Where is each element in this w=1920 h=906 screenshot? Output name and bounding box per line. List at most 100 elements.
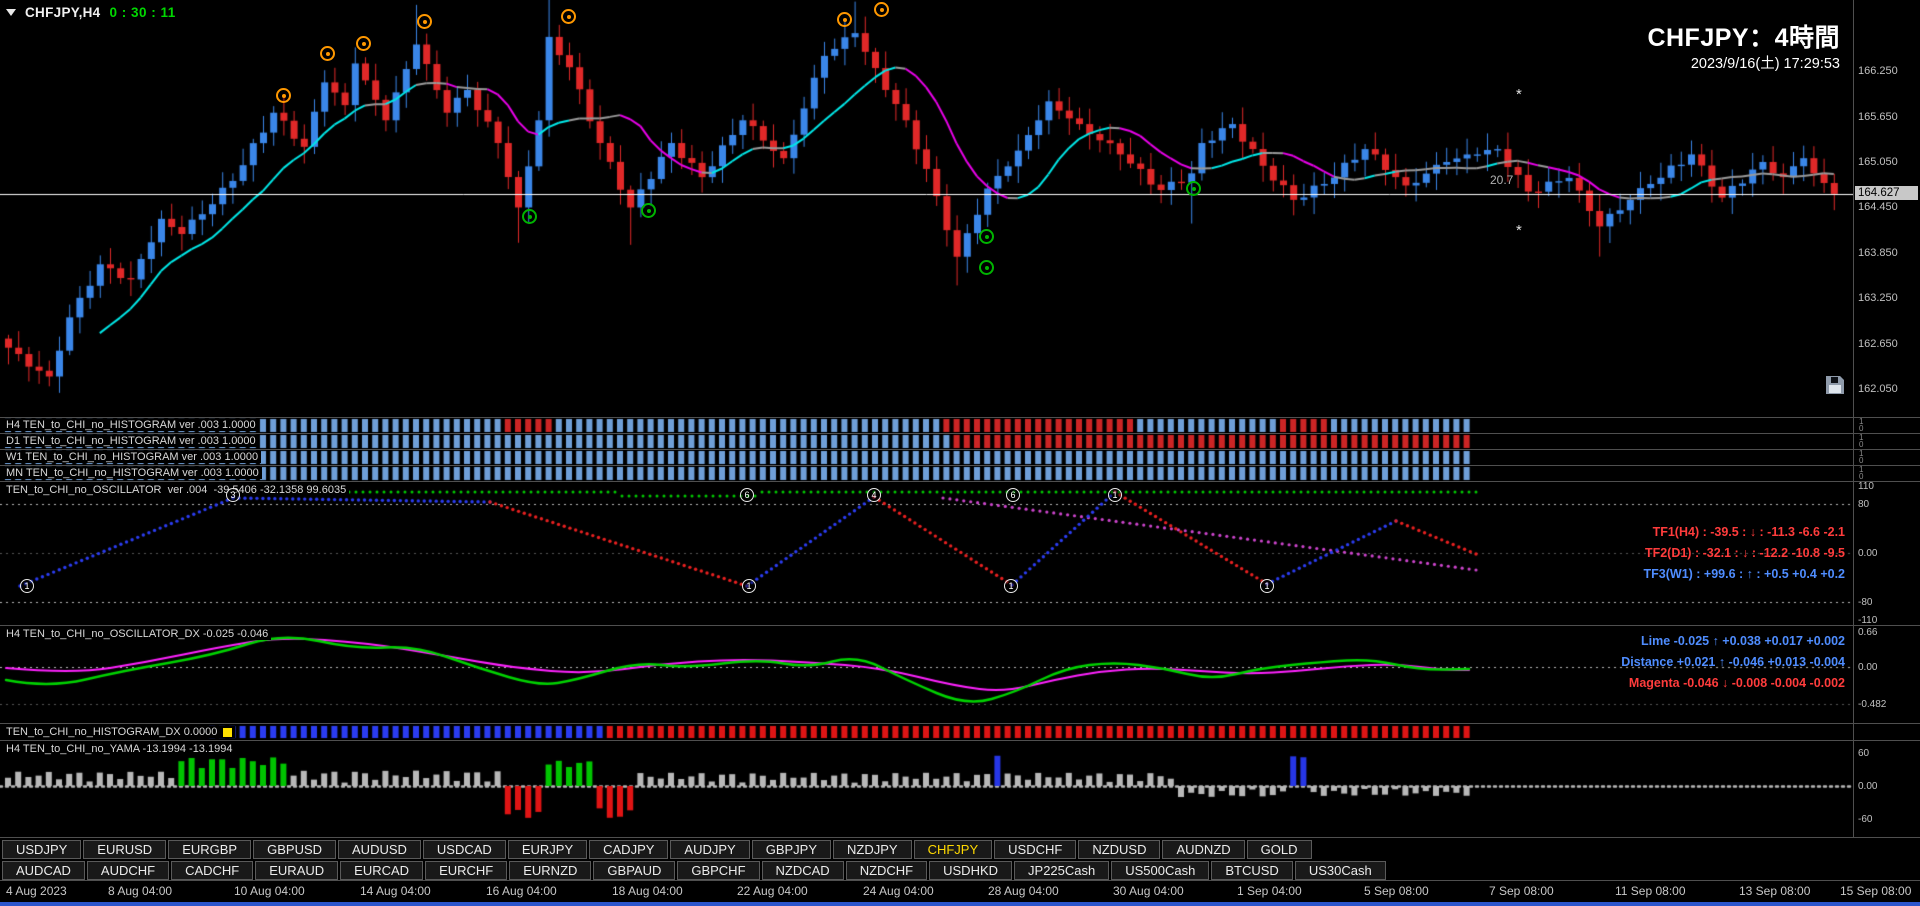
symbol-tab-eurgbp[interactable]: EURGBP <box>168 839 252 859</box>
time-axis-label: 18 Aug 04:00 <box>612 884 683 898</box>
tf-status-line: TF1(H4) : -39.5 : ↓ : -11.3 -6.6 -2.1 <box>1652 525 1845 539</box>
time-axis-label: 10 Aug 04:00 <box>234 884 305 898</box>
symbol-tab-usdcad[interactable]: USDCAD <box>422 839 506 859</box>
pivot-count-badge-top: 6 <box>1006 488 1020 502</box>
indicator-title-yama: H4 TEN_to_CHI_no_YAMA -13.1994 -13.1994 <box>3 743 236 755</box>
symbol-tab-gbpusd[interactable]: GBPUSD <box>253 839 337 859</box>
time-axis-label: 1 Sep 04:00 <box>1237 884 1302 898</box>
symbol-tab-gold[interactable]: GOLD <box>1246 839 1312 859</box>
price-axis-label: 163.850 <box>1858 246 1898 259</box>
symbol-tab-eurusd[interactable]: EURUSD <box>83 839 167 859</box>
pane-separator <box>0 723 1920 724</box>
histogram-scale-top: 1 <box>1859 417 1864 426</box>
price-axis-label: 163.250 <box>1858 292 1898 305</box>
pane-separator <box>0 449 1920 450</box>
chart-area-canvas[interactable] <box>0 0 1853 840</box>
pane-separator <box>0 481 1920 482</box>
symbol-tab-chfjpy[interactable]: CHFJPY <box>913 839 993 859</box>
symbol-tab-nzdjpy[interactable]: NZDJPY <box>833 839 912 859</box>
pivot-count-badge-top: 4 <box>867 488 881 502</box>
pivot-count-badge-bottom: 1 <box>20 579 34 593</box>
buy-signal-dot <box>984 234 989 239</box>
symbol-tab-us500cash[interactable]: US500Cash <box>1111 860 1210 880</box>
time-axis-label: 16 Aug 04:00 <box>486 884 557 898</box>
tf-status-line: TF3(W1) : +99.6 : ↑ : +0.5 +0.4 +0.2 <box>1643 567 1845 581</box>
symbol-tab-audjpy[interactable]: AUDJPY <box>670 839 750 859</box>
sell-signal-marker <box>356 36 371 51</box>
sell-signal-dot <box>281 93 286 98</box>
oscillator-scale-label: -80 <box>1858 597 1873 608</box>
symbol-tab-gbpaud[interactable]: GBPAUD <box>593 860 676 880</box>
symbol-tab-audchf[interactable]: AUDCHF <box>86 860 170 880</box>
buy-signal-dot <box>1191 186 1196 191</box>
symbol-tab-cadjpy[interactable]: CADJPY <box>589 839 669 859</box>
symbol-tab-gbpchf[interactable]: GBPCHF <box>677 860 760 880</box>
symbol-tab-usdjpy[interactable]: USDJPY <box>2 839 82 859</box>
time-axis-label: 8 Aug 04:00 <box>108 884 173 898</box>
sell-signal-marker <box>320 46 335 61</box>
symbol-tab-us30cash[interactable]: US30Cash <box>1294 860 1386 880</box>
symbol-tab-nzdcad[interactable]: NZDCAD <box>761 860 844 880</box>
symbol-tab-usdhkd[interactable]: USDHKD <box>929 860 1013 880</box>
symbol-tab-nzdchf[interactable]: NZDCHF <box>845 860 928 880</box>
price-line-note: 20.7 <box>1490 173 1514 187</box>
oscillator-scale-label: 110 <box>1858 481 1874 492</box>
symbol-tab-row-1[interactable]: USDJPY EURUSD EURGBP GBPUSD AUDUSD USDCAD EURJ… <box>0 839 1920 859</box>
price-axis-label: 162.650 <box>1858 337 1898 350</box>
yama-scale-label: 0.00 <box>1858 781 1878 792</box>
pane-separator <box>0 880 1920 881</box>
save-template-icon[interactable] <box>1826 376 1844 394</box>
symbol-tab-audcad[interactable]: AUDCAD <box>2 860 85 880</box>
symbol-tab-euraud[interactable]: EURAUD <box>255 860 339 880</box>
indicator-title-oscillator: TEN_to_CHI_no_OSCILLATOR ver .004 -39.54… <box>3 484 350 496</box>
floppy-shutter <box>1831 377 1838 383</box>
buy-signal-marker <box>979 229 994 244</box>
symbol-tab-eurchf[interactable]: EURCHF <box>425 860 508 880</box>
dx-status-line: Lime -0.025 ↑ +0.038 +0.017 +0.002 <box>1641 634 1845 648</box>
symbol-tab-eurcad[interactable]: EURCAD <box>340 860 424 880</box>
price-axis-label: 162.050 <box>1858 383 1898 396</box>
time-axis-label: 30 Aug 04:00 <box>1113 884 1184 898</box>
alert-asterisk-marker: * <box>1516 222 1522 239</box>
symbol-tab-usdchf[interactable]: USDCHF <box>994 839 1077 859</box>
symbol-tab-gbpjpy[interactable]: GBPJPY <box>751 839 832 859</box>
yellow-highlight-marker <box>223 727 233 737</box>
oscillator-dx-scale-label: -0.482 <box>1858 699 1887 710</box>
chevron-down-icon[interactable] <box>6 9 16 16</box>
candle-countdown-timer: 0 : 30 : 11 <box>109 5 176 20</box>
buy-signal-marker <box>641 203 656 218</box>
symbol-tab-eurjpy[interactable]: EURJPY <box>507 839 588 859</box>
price-axis-label: 165.650 <box>1858 110 1898 123</box>
oscillator-dx-scale-label: 0.00 <box>1858 662 1878 673</box>
symbol-tab-cadchf[interactable]: CADCHF <box>171 860 254 880</box>
time-axis-label: 28 Aug 04:00 <box>988 884 1059 898</box>
symbol-tab-btcusd[interactable]: BTCUSD <box>1211 860 1293 880</box>
buy-signal-marker <box>522 209 537 224</box>
indicator-title-histogram-dx: TEN_to_CHI_no_HISTOGRAM_DX 0.0000 <box>3 726 236 738</box>
pane-separator <box>0 417 1920 418</box>
histogram-scale-bottom: 0 <box>1859 440 1864 449</box>
symbol-tab-nzdusd[interactable]: NZDUSD <box>1078 839 1161 859</box>
time-axis-label: 7 Sep 08:00 <box>1489 884 1554 898</box>
pivot-count-badge-top: 6 <box>740 488 754 502</box>
symbol-tab-jp225cash[interactable]: JP225Cash <box>1014 860 1110 880</box>
time-axis-label: 5 Sep 08:00 <box>1364 884 1429 898</box>
symbol-tab-eurnzd[interactable]: EURNZD <box>509 860 592 880</box>
yama-scale-label: 60 <box>1858 748 1870 759</box>
dx-status-line: Magenta -0.046 ↓ -0.008 -0.004 -0.002 <box>1628 676 1845 690</box>
histogram-scale-top: 1 <box>1859 465 1864 474</box>
symbol-period-label: CHFJPY,H4 <box>25 5 101 20</box>
price-axis-label: 164.450 <box>1858 201 1898 214</box>
sell-signal-dot <box>842 17 847 22</box>
sell-signal-dot <box>879 7 884 12</box>
symbol-tab-audnzd[interactable]: AUDNZD <box>1162 839 1245 859</box>
buy-signal-dot <box>527 214 532 219</box>
yama-scale-label: -60 <box>1858 814 1873 825</box>
pane-separator <box>0 740 1920 741</box>
sell-signal-dot <box>325 51 330 56</box>
chart-title: CHFJPY：4時間 <box>1647 24 1840 52</box>
chart-datetime: 2023/9/16(土) 17:29:53 <box>1690 56 1840 72</box>
time-axis-label: 11 Sep 08:00 <box>1615 884 1686 898</box>
symbol-tab-row-2[interactable]: AUDCAD AUDCHF CADCHF EURAUD EURCAD EURCHF EURN… <box>0 860 1920 880</box>
symbol-tab-audusd[interactable]: AUDUSD <box>338 839 421 859</box>
